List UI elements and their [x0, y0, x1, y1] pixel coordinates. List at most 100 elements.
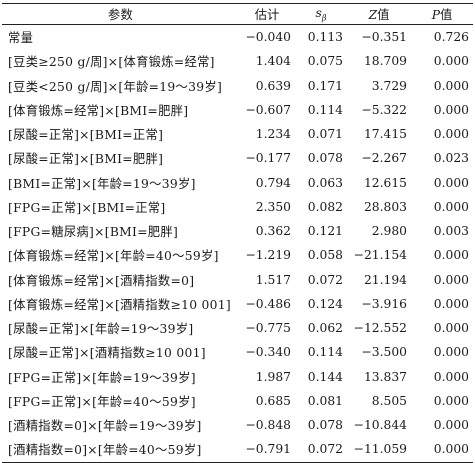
row-parameter: [尿酸=正常]×[酒精指数≥10 001]	[8, 346, 206, 361]
row-estimate: −0.040	[245, 30, 291, 45]
row-parameter: [体育锻炼=经常]×[年龄=40～59岁]	[8, 249, 219, 264]
row-standard-error: 0.114	[307, 102, 343, 117]
row-standard-error: 0.144	[307, 369, 343, 384]
row-parameter: [FPG=正常]×[年龄=40～59岁]	[8, 394, 196, 409]
row-standard-error: 0.072	[295, 437, 347, 463]
row-parameter: [BMI=正常]×[年龄=19～39岁]	[8, 176, 196, 191]
row-parameter: 常量	[8, 31, 34, 46]
table-row: [豆类<250 g/周]×[年龄=19～39岁] 0.639 0.171 3.729 0…	[2, 74, 473, 98]
table-row: [体育锻炼=经常]×[酒精指数≥10 001] −0.486 0.124 −3.916…	[2, 292, 473, 316]
row-standard-error: 0.071	[307, 127, 343, 142]
row-z-value: −10.844	[353, 418, 407, 433]
header-standard-error: sβ	[295, 3, 347, 25]
row-estimate: −0.486	[245, 296, 291, 311]
row-estimate: 0.639	[255, 78, 291, 93]
row-estimate: 2.350	[255, 199, 291, 214]
header-p-suffix: 值	[439, 8, 453, 22]
row-estimate: 1.517	[255, 272, 291, 287]
row-parameter: [尿酸=正常]×[年龄=19～39岁]	[8, 322, 194, 337]
row-estimate: 0.685	[255, 393, 291, 408]
row-p-value: 0.726	[433, 30, 469, 45]
row-parameter: [尿酸=正常]×[BMI=肥胖]	[8, 152, 164, 167]
row-estimate: −0.607	[245, 102, 291, 117]
header-z-letter: Z	[368, 8, 378, 22]
row-p-value: 0.000	[433, 393, 469, 408]
table-row: [FPG=正常]×[年龄=19～39岁] 1.987 0.144 13.837 0.00…	[2, 365, 473, 389]
table-body: 常量 −0.040 0.113 −0.351 0.726 [豆类≥250 g/周]×[体育…	[2, 25, 473, 463]
row-p-value: 0.000	[433, 296, 469, 311]
header-row: 参数 估计 sβ Z值 P值	[2, 3, 473, 25]
row-estimate: 1.987	[255, 369, 291, 384]
row-p-value: 0.000	[411, 437, 473, 463]
table-row: [豆类≥250 g/周]×[体育锻炼=经常] 1.404 0.075 18.709 0.…	[2, 49, 473, 73]
row-estimate: 0.362	[255, 224, 291, 239]
row-z-value: −12.552	[353, 321, 407, 336]
row-z-value: −5.322	[361, 102, 407, 117]
row-p-value: 0.000	[433, 102, 469, 117]
table-row: [体育锻炼=经常]×[酒精指数=0] 1.517 0.072 21.194 0.000	[2, 268, 473, 292]
row-standard-error: 0.081	[307, 393, 343, 408]
row-estimate: 1.404	[255, 54, 291, 69]
row-z-value: 21.194	[363, 272, 407, 287]
parameter-estimates-table: 参数 估计 sβ Z值 P值 常量 −0.040 0.113 −0.351 0.726[…	[2, 3, 473, 463]
table-header: 参数 估计 sβ Z值 P值	[2, 3, 473, 25]
row-p-value: 0.000	[433, 127, 469, 142]
header-estimate: 估计	[239, 3, 295, 25]
table-row: [酒精指数=0]×[年龄=19～39岁] −0.848 0.078 −10.844 0.…	[2, 413, 473, 437]
header-se-letter: s	[315, 5, 322, 20]
row-p-value: 0.000	[433, 272, 469, 287]
row-p-value: 0.000	[433, 78, 469, 93]
row-z-value: 2.980	[371, 224, 407, 239]
row-p-value: 0.000	[433, 418, 469, 433]
header-p-value: P值	[411, 3, 473, 25]
row-z-value: 17.415	[363, 127, 407, 142]
row-estimate: −0.848	[245, 418, 291, 433]
row-estimate: −0.340	[245, 345, 291, 360]
row-standard-error: 0.121	[307, 224, 343, 239]
row-parameter: [豆类<250 g/周]×[年龄=19～39岁]	[8, 79, 223, 94]
table-row: [FPG=正常]×[年龄=40～59岁] 0.685 0.081 8.505 0.000	[2, 389, 473, 413]
row-standard-error: 0.078	[307, 418, 343, 433]
table-row: [尿酸=正常]×[BMI=肥胖] −0.177 0.078 −2.267 0.023	[2, 146, 473, 170]
row-estimate: −0.775	[245, 321, 291, 336]
row-standard-error: 0.114	[307, 345, 343, 360]
row-z-value: 3.729	[371, 78, 407, 93]
row-parameter: [体育锻炼=经常]×[酒精指数≥10 001]	[8, 297, 231, 312]
row-parameter: [尿酸=正常]×[BMI=正常]	[8, 128, 164, 143]
row-parameter: [酒精指数=0]×[年龄=40～59岁]	[2, 437, 239, 463]
row-standard-error: 0.078	[307, 151, 343, 166]
row-z-value: 18.709	[363, 54, 407, 69]
row-p-value: 0.000	[433, 54, 469, 69]
row-estimate: −1.219	[245, 248, 291, 263]
row-standard-error: 0.058	[307, 248, 343, 263]
table-row: [BMI=正常]×[年龄=19～39岁] 0.794 0.063 12.615 0.00…	[2, 171, 473, 195]
table-row: [FPG=正常]×[BMI=正常] 2.350 0.082 28.803 0.000	[2, 195, 473, 219]
row-z-value: −2.267	[361, 151, 407, 166]
row-standard-error: 0.062	[307, 321, 343, 336]
row-p-value: 0.023	[433, 151, 469, 166]
row-standard-error: 0.113	[307, 30, 343, 45]
row-z-value: 28.803	[363, 199, 407, 214]
row-standard-error: 0.075	[307, 54, 343, 69]
row-estimate: −0.177	[245, 151, 291, 166]
row-p-value: 0.000	[433, 321, 469, 336]
row-parameter: [FPG=正常]×[BMI=正常]	[8, 200, 166, 215]
row-standard-error: 0.082	[307, 199, 343, 214]
row-estimate: −0.791	[239, 437, 295, 463]
row-estimate: 1.234	[255, 127, 291, 142]
table-row: [体育锻炼=经常]×[BMI=肥胖] −0.607 0.114 −5.322 0.000	[2, 98, 473, 122]
row-p-value: 0.000	[433, 175, 469, 190]
row-z-value: 8.505	[371, 393, 407, 408]
row-parameter: [豆类≥250 g/周]×[体育锻炼=经常]	[8, 55, 215, 70]
row-standard-error: 0.072	[307, 272, 343, 287]
row-parameter: [酒精指数=0]×[年龄=19～39岁]	[8, 419, 202, 434]
row-parameter: [FPG=糖尿病]×[BMI=肥胖]	[8, 225, 179, 240]
row-parameter: [体育锻炼=经常]×[酒精指数=0]	[8, 273, 195, 288]
row-z-value: 13.837	[363, 369, 407, 384]
row-p-value: 0.000	[433, 345, 469, 360]
table-row: [体育锻炼=经常]×[年龄=40～59岁] −1.219 0.058 −21.154 0…	[2, 243, 473, 267]
row-standard-error: 0.063	[307, 175, 343, 190]
header-z-suffix: 值	[377, 8, 390, 22]
header-se-subscript: β	[321, 13, 327, 23]
row-standard-error: 0.124	[307, 296, 343, 311]
